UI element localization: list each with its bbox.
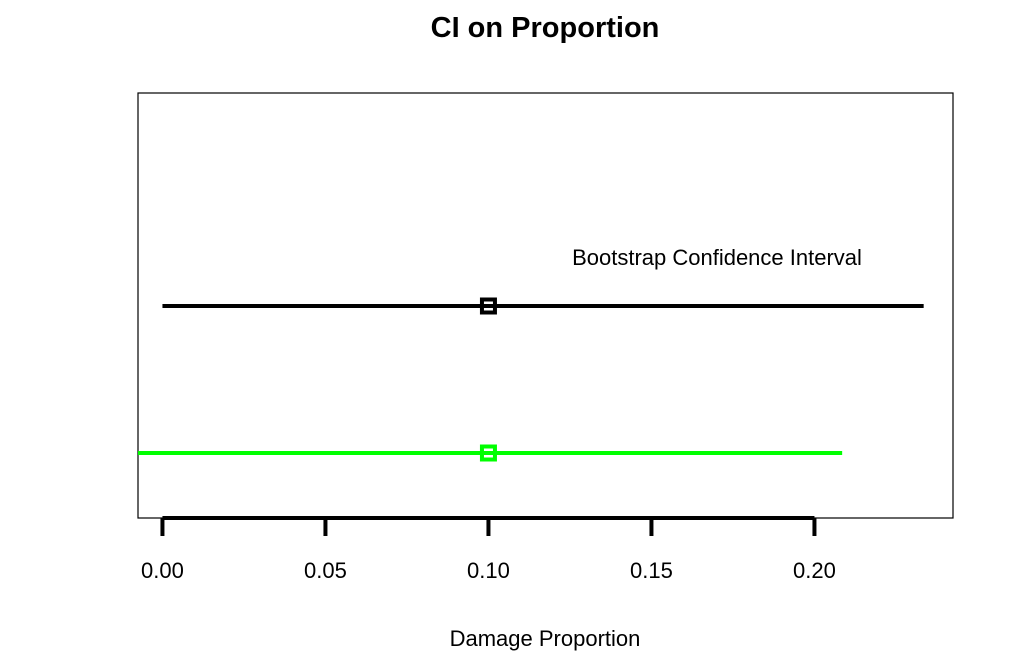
- estimate-point-1: [479, 297, 497, 315]
- bootstrap-annotation: Bootstrap Confidence Interval: [572, 245, 862, 270]
- interval-marks: [138, 297, 924, 462]
- x-tick-label: 0.05: [304, 558, 347, 583]
- estimate-point-2: [479, 444, 497, 462]
- x-tick-label: 0.20: [793, 558, 836, 583]
- x-tick-label: 0.10: [467, 558, 510, 583]
- x-tick-label: 0.00: [141, 558, 184, 583]
- x-tick-label: 0.15: [630, 558, 673, 583]
- x-axis-label: Damage Proportion: [450, 626, 641, 651]
- chart-title: CI on Proportion: [431, 12, 660, 44]
- x-axis: 0.00 0.05 0.10 0.15 0.20: [141, 516, 836, 583]
